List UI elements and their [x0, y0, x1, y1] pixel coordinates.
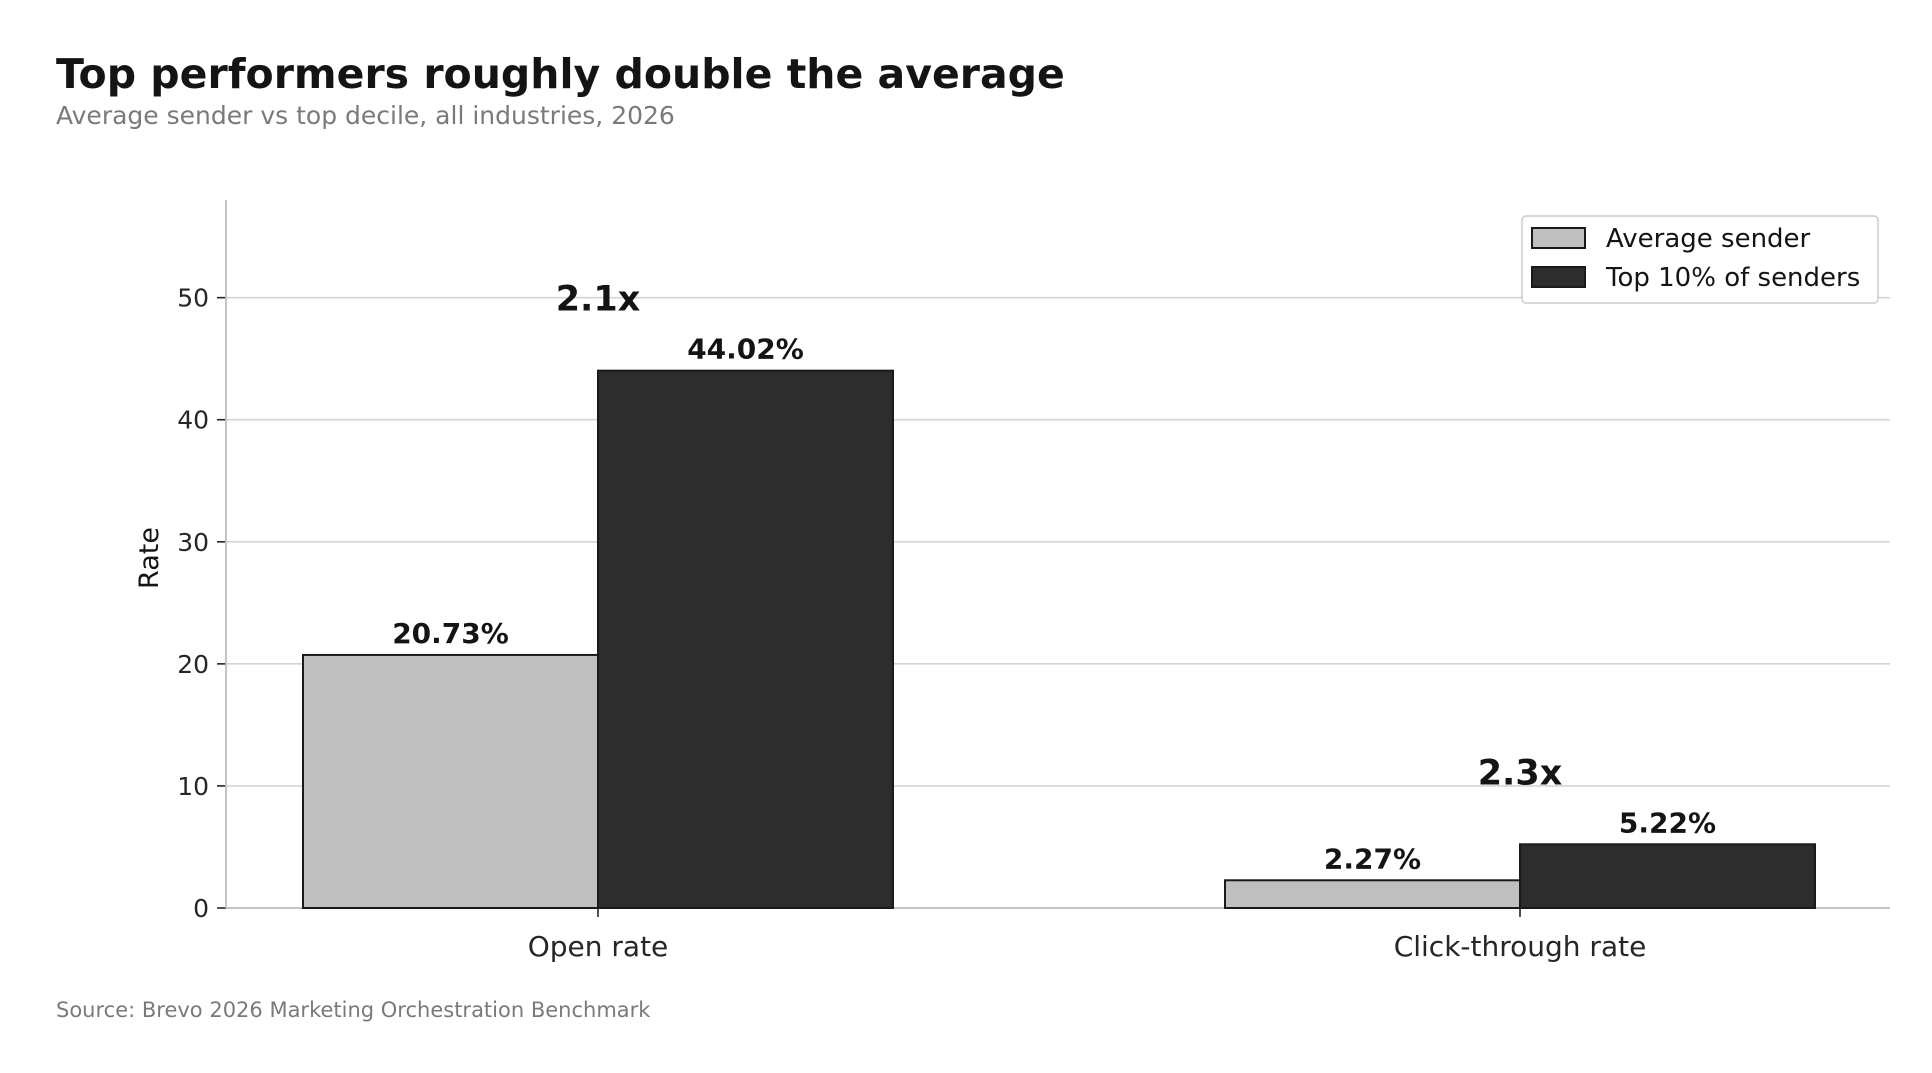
chart-source: Source: Brevo 2026 Marketing Orchestrati… — [56, 998, 651, 1022]
legend-label: Top 10% of senders — [1605, 263, 1860, 293]
bar-value-label: 2.27% — [1324, 842, 1421, 875]
ratio-annotation: 2.3x — [1478, 753, 1563, 793]
x-tick-label: Click-through rate — [1394, 930, 1647, 963]
bar-average — [302, 653, 599, 910]
bar-top10 — [597, 369, 894, 909]
y-tick-label: 0 — [193, 894, 209, 923]
legend-swatch — [1531, 227, 1586, 249]
bar-value-label: 5.22% — [1619, 806, 1716, 839]
ratio-annotation: 2.1x — [556, 280, 641, 320]
chart-subtitle: Average sender vs top decile, all indust… — [56, 101, 675, 130]
y-tick-label: 50 — [177, 284, 209, 313]
y-tick-label: 10 — [177, 772, 209, 801]
y-tick-label: 20 — [177, 650, 209, 679]
chart-title: Top performers roughly double the averag… — [56, 50, 1065, 98]
y-tick-label: 30 — [177, 528, 209, 557]
bar-value-label: 44.02% — [687, 333, 804, 366]
x-tick-label: Open rate — [528, 930, 669, 963]
bar-average — [1224, 879, 1521, 909]
y-tick-label: 40 — [177, 406, 209, 435]
bar-value-label: 20.73% — [392, 617, 509, 650]
legend-box — [1521, 215, 1879, 304]
legend-swatch — [1531, 266, 1586, 288]
y-axis-title: Rate — [134, 527, 165, 589]
legend-label: Average sender — [1606, 224, 1811, 254]
bar-top10 — [1519, 843, 1816, 910]
